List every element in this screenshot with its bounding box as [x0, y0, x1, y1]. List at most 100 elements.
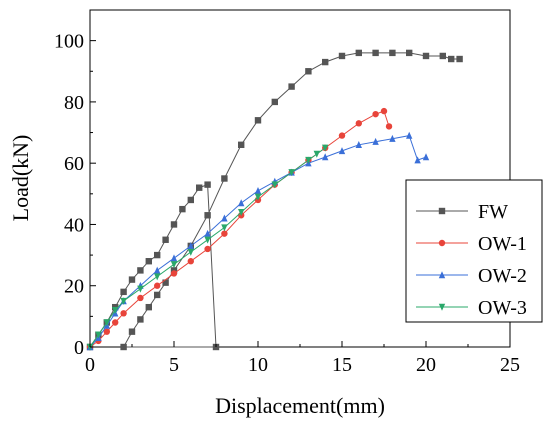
data-point: [103, 328, 111, 335]
y-axis-title: Load(kN): [8, 135, 33, 222]
legend-item-ow-2: OW-2: [416, 265, 527, 287]
data-point: [162, 236, 169, 243]
data-point: [406, 131, 413, 139]
data-point: [322, 153, 329, 161]
data-point: [271, 181, 278, 189]
data-point: [238, 199, 245, 207]
legend-marker: [438, 239, 446, 247]
data-point: [238, 209, 245, 216]
data-point: [221, 175, 228, 182]
data-point: [162, 279, 169, 286]
data-point: [254, 117, 262, 124]
data-point: [305, 156, 312, 164]
data-point: [422, 52, 430, 60]
data-point: [338, 52, 346, 60]
data-point: [372, 137, 379, 145]
data-point: [137, 267, 144, 274]
data-point: [322, 58, 329, 66]
data-point: [288, 169, 295, 177]
data-point: [406, 49, 413, 57]
data-point: [355, 141, 362, 148]
data-point: [187, 242, 194, 250]
data-point: [128, 276, 136, 283]
data-point: [154, 291, 161, 299]
data-point: [145, 258, 152, 265]
data-point: [221, 230, 228, 237]
series-ow-3: [86, 144, 329, 351]
data-point: [204, 245, 211, 253]
y-tick-label: 60: [64, 153, 84, 175]
legend-item-ow-3: OW-3: [416, 297, 527, 319]
data-point: [414, 156, 421, 164]
data-point: [120, 343, 127, 351]
data-point: [338, 147, 346, 155]
data-point: [313, 150, 320, 158]
data-point: [196, 184, 203, 191]
data-point: [372, 49, 379, 57]
data-point: [448, 55, 455, 63]
series-line-ow-2: [89, 135, 427, 348]
legend-label: OW-3: [478, 297, 527, 319]
legend-marker: [438, 271, 446, 279]
data-point: [389, 134, 396, 142]
data-point: [380, 107, 388, 115]
data-point: [120, 310, 127, 317]
data-point: [204, 236, 211, 244]
x-tick-label: 5: [169, 354, 179, 376]
series-layer: [86, 49, 463, 351]
series-line-ow-3: [89, 147, 326, 348]
data-point: [137, 294, 144, 302]
data-point: [170, 254, 178, 262]
data-point: [187, 258, 194, 265]
legend-box: [405, 179, 543, 323]
y-tick-label: 80: [64, 92, 84, 114]
x-tick-label: 20: [416, 354, 436, 376]
y-tick-label: 0: [74, 337, 84, 359]
data-point: [145, 303, 152, 311]
data-point: [154, 251, 161, 259]
data-point: [439, 52, 446, 60]
data-point: [170, 270, 178, 277]
x-tick-label: 10: [248, 354, 268, 376]
data-point: [170, 221, 178, 228]
data-point: [154, 266, 161, 274]
data-point: [154, 273, 161, 281]
axes-layer: 0 5 10 15 20 25 0 20 40 60 80 100: [54, 31, 520, 376]
y-tick-label: 100: [54, 31, 84, 53]
data-point: [112, 307, 119, 315]
data-point: [355, 49, 362, 57]
data-point: [271, 98, 278, 106]
series-line-fw: [89, 52, 460, 348]
data-point: [456, 55, 463, 63]
data-point: [137, 285, 144, 293]
legend: FW OW-1 OW-2 OW-3: [405, 179, 543, 323]
legend-marker: [438, 303, 446, 311]
legend-label: OW-1: [478, 233, 527, 255]
y-tick-label: 20: [64, 276, 84, 298]
data-point: [154, 282, 161, 289]
data-point: [120, 297, 127, 305]
data-point: [422, 153, 430, 161]
legend-item-ow-1: OW-1: [416, 233, 527, 255]
data-point: [95, 331, 102, 339]
data-point: [179, 205, 186, 213]
y-tick-label: 40: [64, 214, 84, 236]
x-axis-title: Displacement(mm): [215, 393, 385, 418]
data-point: [187, 248, 194, 256]
data-point: [112, 319, 119, 326]
data-point: [389, 49, 396, 57]
data-point: [385, 123, 393, 130]
data-point: [204, 212, 211, 219]
data-point: [288, 83, 295, 90]
data-point: [187, 196, 194, 204]
series-line-ow-1: [89, 110, 390, 348]
data-point: [338, 132, 346, 139]
x-tick-label: 25: [500, 354, 520, 376]
legend-label: FW: [478, 201, 508, 223]
data-point: [305, 68, 312, 75]
data-point: [103, 319, 110, 327]
x-tick-label: 15: [332, 354, 352, 376]
data-point: [120, 288, 127, 296]
data-point: [137, 316, 144, 323]
